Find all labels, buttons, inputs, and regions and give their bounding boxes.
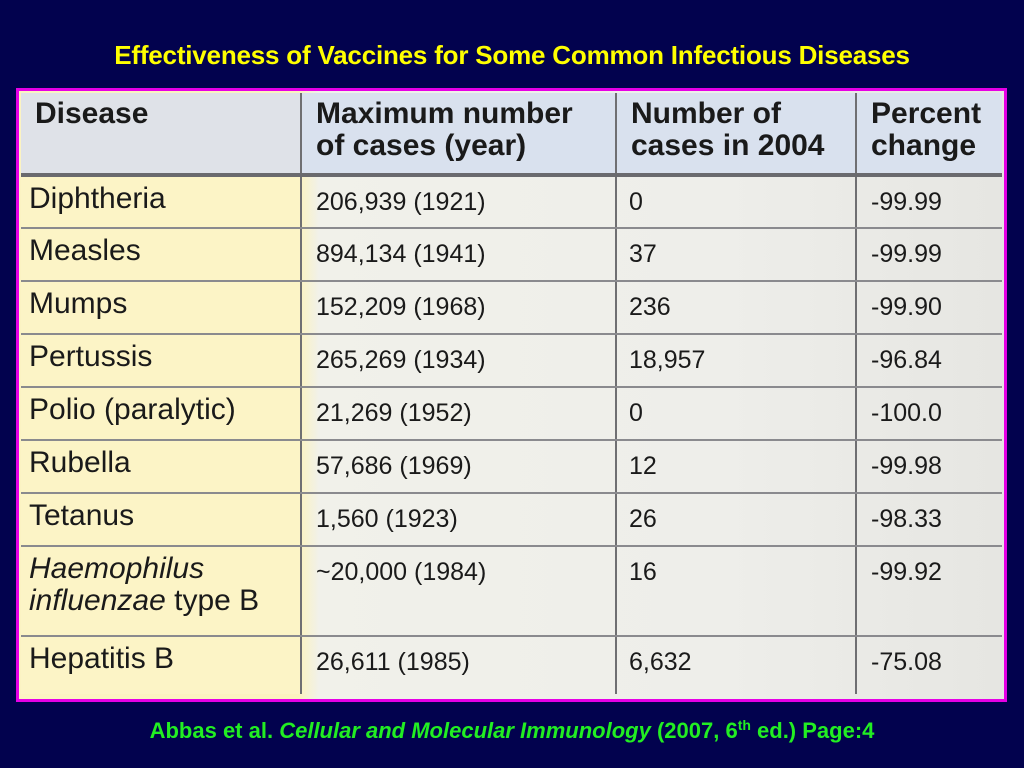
table-row: Hepatitis B 26,611 (1985) 6,632 -75.08 — [21, 636, 1002, 694]
cell-cases-2004: 26 — [616, 493, 857, 547]
header-cases-line2: cases in 2004 — [631, 129, 825, 162]
header-disease: Disease — [21, 93, 302, 177]
cell-disease: Pertussis — [21, 334, 302, 388]
header-disease-label: Disease — [35, 97, 149, 130]
cell-max-cases: ~20,000 (1984) — [301, 546, 617, 637]
cell-max-cases: 21,269 (1952) — [301, 387, 617, 441]
cell-percent-change: -99.98 — [856, 440, 1002, 494]
cell-cases-2004: 18,957 — [616, 334, 857, 388]
cell-percent-change: -96.84 — [856, 334, 1002, 388]
header-max-cases: Maximum number of cases (year) — [301, 93, 617, 177]
cell-disease: Haemophilus influenzae type B — [21, 546, 302, 637]
cell-disease: Measles — [21, 228, 302, 282]
header-max-line2: of cases (year) — [316, 129, 527, 162]
cell-percent-change: -99.92 — [856, 546, 1002, 637]
cell-cases-2004: 16 — [616, 546, 857, 637]
table-row: Haemophilus influenzae type B ~20,000 (19… — [21, 546, 1002, 637]
cell-cases-2004: 0 — [616, 175, 857, 229]
cell-max-cases: 206,939 (1921) — [301, 175, 617, 229]
table-row: Polio (paralytic) 21,269 (1952) 0 -100.0 — [21, 387, 1002, 441]
citation-edition-sup: th — [737, 717, 751, 733]
cell-cases-2004: 12 — [616, 440, 857, 494]
vaccine-effectiveness-table: Disease Maximum number of cases (year) Nu… — [21, 93, 1002, 694]
cell-disease: Tetanus — [21, 493, 302, 547]
cell-percent-change: -99.99 — [856, 175, 1002, 229]
header-cases-line1: Number of — [631, 97, 781, 130]
citation-edition-close: ed.) Page:4 — [750, 718, 875, 743]
cell-disease: Mumps — [21, 281, 302, 335]
cell-max-cases: 26,611 (1985) — [301, 636, 617, 694]
header-pct-line2: change — [871, 129, 977, 162]
header-cases-2004: Number of cases in 2004 — [616, 93, 857, 177]
slide-title: Effectiveness of Vaccines for Some Commo… — [114, 40, 910, 70]
table-row: Mumps 152,209 (1968) 236 -99.90 — [21, 281, 1002, 335]
table-row: Diphtheria 206,939 (1921) 0 -99.99 — [21, 175, 1002, 229]
table-row: Tetanus 1,560 (1923) 26 -98.33 — [21, 493, 1002, 547]
cell-disease: Diphtheria — [21, 175, 302, 229]
cell-cases-2004: 0 — [616, 387, 857, 441]
cell-disease: Hepatitis B — [21, 636, 302, 694]
cell-percent-change: -99.99 — [856, 228, 1002, 282]
table-row: Pertussis 265,269 (1934) 18,957 -96.84 — [21, 334, 1002, 388]
cell-max-cases: 152,209 (1968) — [301, 281, 617, 335]
table-row: Measles 894,134 (1941) 37 -99.99 — [21, 228, 1002, 282]
cell-cases-2004: 6,632 — [616, 636, 857, 694]
citation: Abbas et al. Cellular and Molecular Immu… — [0, 716, 1024, 746]
cell-percent-change: -75.08 — [871, 648, 942, 676]
disease-genus: Haemophilus — [29, 552, 205, 585]
table-image-frame: Disease Maximum number of cases (year) Nu… — [16, 88, 1007, 702]
cell-max-cases: 894,134 (1941) — [301, 228, 617, 282]
cell-disease: Rubella — [21, 440, 302, 494]
cell-cases-2004: 236 — [616, 281, 857, 335]
table-row: Rubella 57,686 (1969) 12 -99.98 — [21, 440, 1002, 494]
cell-percent-change: -99.90 — [856, 281, 1002, 335]
cell-max-cases: 265,269 (1934) — [301, 334, 617, 388]
citation-edition-open: (2007, 6 — [656, 718, 738, 743]
cell-cases-2004: 37 — [616, 228, 857, 282]
header-percent-change: Percent change — [856, 93, 1002, 177]
header-max-line1: Maximum number — [316, 97, 573, 130]
cell-max-cases: 1,560 (1923) — [301, 493, 617, 547]
cell-percent-change: -98.33 — [856, 493, 1002, 547]
cell-disease: Polio (paralytic) — [21, 387, 302, 441]
citation-book-title: Cellular and Molecular Immunology — [279, 718, 651, 743]
disease-species: influenzae — [29, 584, 166, 617]
header-pct-line1: Percent — [871, 97, 982, 130]
cell-max-cases: 57,686 (1969) — [301, 440, 617, 494]
disease-type-suffix: type B — [165, 584, 260, 617]
cell-percent-change: -100.0 — [856, 387, 1002, 441]
citation-authors: Abbas et al. — [149, 718, 274, 743]
table-header-row: Disease Maximum number of cases (year) Nu… — [21, 93, 1002, 177]
